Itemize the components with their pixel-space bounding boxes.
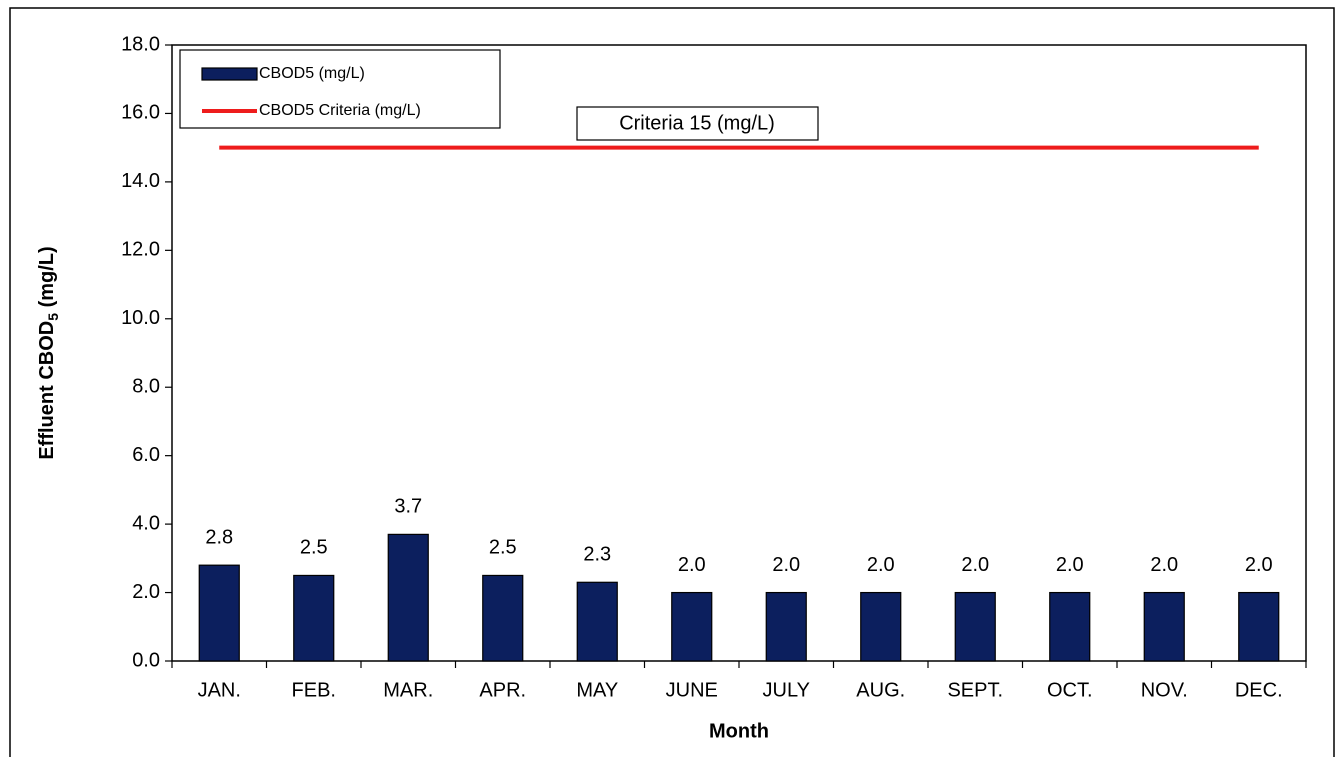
y-tick-label: 16.0 bbox=[121, 102, 160, 124]
y-tick-label: 6.0 bbox=[132, 444, 160, 466]
y-axis-label-subscript: 5 bbox=[45, 313, 61, 321]
y-tick-label: 4.0 bbox=[132, 512, 160, 534]
y-tick-label: 18.0 bbox=[121, 33, 160, 55]
x-tick-label: APR. bbox=[479, 679, 526, 701]
value-label: 2.0 bbox=[867, 554, 895, 576]
x-tick-label: MAY bbox=[576, 679, 618, 701]
annotation-box bbox=[576, 106, 819, 141]
value-label: 2.8 bbox=[205, 526, 233, 548]
legend-label: CBOD5 (mg/L) bbox=[259, 65, 365, 82]
bar bbox=[482, 574, 524, 662]
bar bbox=[198, 564, 240, 662]
x-tick-label: JUNE bbox=[666, 679, 718, 701]
legend-swatch bbox=[201, 67, 258, 81]
bar bbox=[671, 591, 713, 662]
y-axis-label-suffix: (mg/L) bbox=[36, 246, 58, 313]
bar bbox=[293, 574, 335, 662]
bar bbox=[1049, 591, 1091, 662]
bar bbox=[860, 591, 902, 662]
x-tick-label: JULY bbox=[763, 679, 810, 701]
value-label: 2.5 bbox=[489, 537, 517, 559]
x-tick-label: JAN. bbox=[198, 679, 241, 701]
value-label: 2.0 bbox=[678, 554, 706, 576]
bar bbox=[1238, 591, 1280, 662]
value-label: 2.3 bbox=[583, 544, 611, 566]
value-label: 3.7 bbox=[394, 496, 422, 518]
y-tick-label: 10.0 bbox=[121, 307, 160, 329]
bar bbox=[954, 591, 996, 662]
x-tick-label: DEC. bbox=[1235, 679, 1283, 701]
bar bbox=[1143, 591, 1185, 662]
frame bbox=[9, 7, 1335, 757]
y-axis-label: Effluent CBOD5 (mg/L) bbox=[36, 246, 60, 459]
y-tick-label: 8.0 bbox=[132, 376, 160, 398]
y-axis-label-text: Effluent CBOD bbox=[36, 321, 58, 460]
value-label: 2.0 bbox=[1245, 554, 1273, 576]
y-tick-label: 14.0 bbox=[121, 170, 160, 192]
value-label: 2.0 bbox=[961, 554, 989, 576]
value-label: 2.0 bbox=[1056, 554, 1084, 576]
x-axis-label: Month bbox=[709, 720, 769, 742]
value-label: 2.0 bbox=[1150, 554, 1178, 576]
bar bbox=[387, 533, 429, 662]
value-label: 2.5 bbox=[300, 537, 328, 559]
x-tick-label: NOV. bbox=[1141, 679, 1188, 701]
annotation: Criteria 15 (mg/L) bbox=[619, 112, 775, 134]
x-tick-label: AUG. bbox=[856, 679, 905, 701]
x-tick-label: SEPT. bbox=[947, 679, 1003, 701]
legend-label: CBOD5 Criteria (mg/L) bbox=[259, 102, 421, 119]
y-tick-label: 12.0 bbox=[121, 239, 160, 261]
value-label: 2.0 bbox=[772, 554, 800, 576]
bar bbox=[576, 581, 618, 662]
y-tick-label: 0.0 bbox=[132, 649, 160, 671]
x-tick-label: FEB. bbox=[292, 679, 336, 701]
legend bbox=[179, 49, 501, 129]
x-tick-label: MAR. bbox=[383, 679, 433, 701]
x-tick-label: OCT. bbox=[1047, 679, 1093, 701]
y-tick-label: 2.0 bbox=[132, 581, 160, 603]
bar bbox=[765, 591, 807, 662]
